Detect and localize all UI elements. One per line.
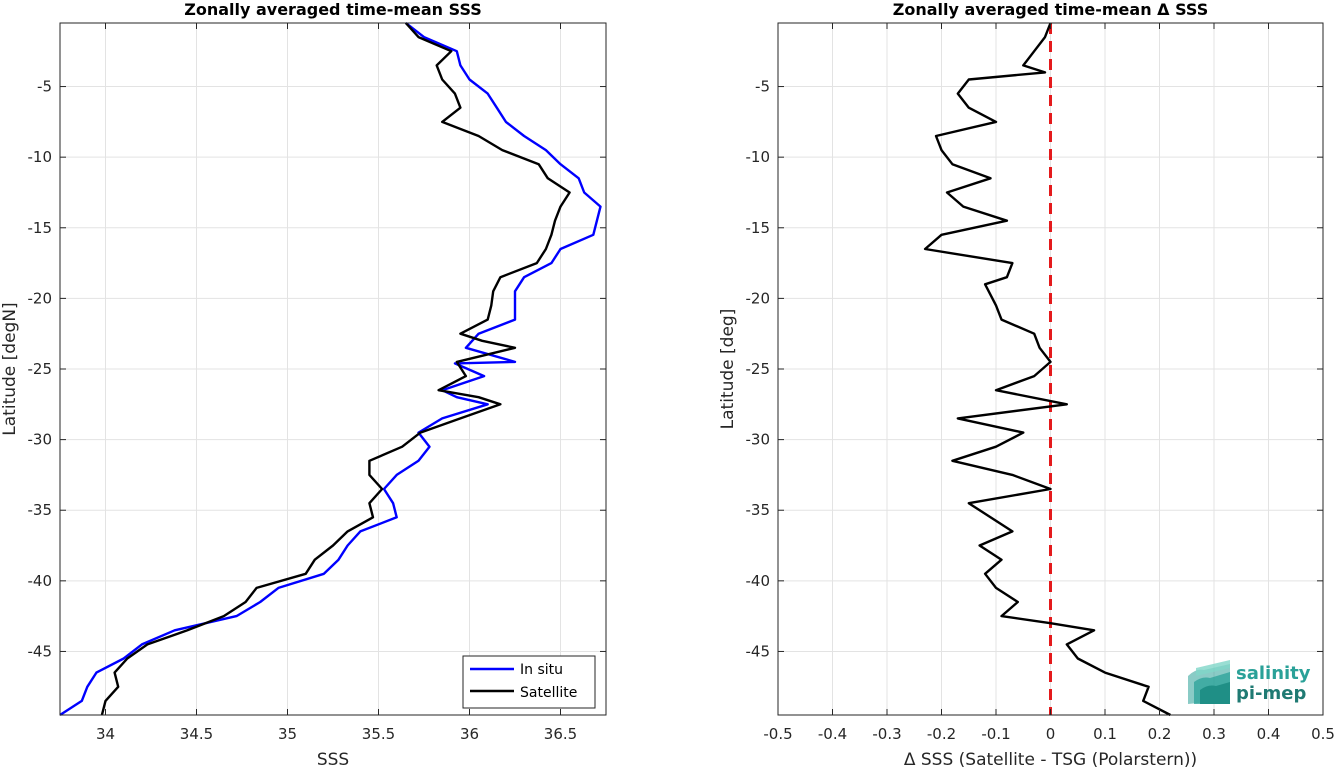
series-line-satellite (100, 22, 571, 716)
logo-waves-icon (1188, 660, 1230, 704)
y-tick-label: -5 (37, 78, 52, 96)
y-tick-label: -25 (746, 360, 771, 378)
y-tick-label: -40 (746, 572, 771, 590)
x-tick-label: 0 (1046, 725, 1056, 743)
x-tick-label: 36 (460, 725, 479, 743)
y-axis-label: Latitude [degN] (0, 302, 20, 435)
y-tick-label: -35 (746, 501, 771, 519)
y-tick-label: -10 (746, 148, 771, 166)
legend-box (462, 655, 596, 709)
legend: In situ Satellite (462, 655, 596, 709)
panel-delta-sss: -0.5 -0.4 -0.3 -0.2 -0.1 0 0.1 0.2 0.3 0.4 0.5 -5 -1… (718, 0, 1335, 769)
x-tick-label: -0.1 (981, 725, 1010, 743)
x-tick-label: 35 (278, 725, 297, 743)
y-tick-label: -20 (746, 289, 771, 307)
logo-text-salinity: salinity (1236, 663, 1311, 684)
x-tick-label: 35.5 (362, 725, 395, 743)
y-tick-label: -15 (746, 219, 771, 237)
x-tick-label: 0.1 (1093, 725, 1117, 743)
x-tick-label: -0.2 (927, 725, 956, 743)
y-axis-label: Latitude [deg] (718, 309, 738, 430)
chart-title: Zonally averaged time-mean SSS (184, 0, 482, 19)
y-tick-label: -25 (28, 360, 53, 378)
panel-sss: 34 34.5 35 35.5 36 36.5 -5 -10 -15 -20 -25 -30 -35 -4… (0, 0, 607, 769)
x-tick-label: 36.5 (544, 725, 577, 743)
x-tick-label: -0.5 (763, 725, 792, 743)
x-tick-label: 0.3 (1202, 725, 1226, 743)
y-tick-label: -20 (28, 289, 53, 307)
y-tick-label: -45 (746, 642, 771, 660)
x-tick-label: -0.4 (818, 725, 847, 743)
legend-label-satellite: Satellite (520, 685, 577, 701)
x-tick-label: 0.4 (1257, 725, 1281, 743)
x-tick-label: -0.3 (872, 725, 901, 743)
y-tick-label: -15 (28, 219, 53, 237)
y-tick-label: -30 (28, 431, 53, 449)
salinity-pi-mep-logo: salinity pi-mep (1188, 660, 1311, 704)
y-tick-label: -40 (28, 572, 53, 590)
y-tick-label: -10 (28, 148, 53, 166)
logo-text-pi-mep: pi-mep (1236, 683, 1306, 704)
series-line-in-situ (59, 22, 602, 717)
x-axis-label: SSS (317, 750, 349, 769)
y-tick-label: -45 (28, 642, 53, 660)
x-tick-label: 34 (96, 725, 115, 743)
x-tick-label: 0.5 (1311, 725, 1335, 743)
x-tick-label: 34.5 (180, 725, 213, 743)
legend-label-in-situ: In situ (520, 662, 563, 678)
chart-title: Zonally averaged time-mean Δ SSS (893, 0, 1209, 19)
y-tick-label: -30 (746, 431, 771, 449)
x-tick-label: 0.2 (1148, 725, 1172, 743)
y-tick-label: -5 (755, 78, 770, 96)
series-line-series-0 (923, 22, 1171, 717)
x-axis-label: Δ SSS (Satellite - TSG (Polarstern)) (904, 750, 1197, 769)
y-tick-label: -35 (28, 501, 53, 519)
